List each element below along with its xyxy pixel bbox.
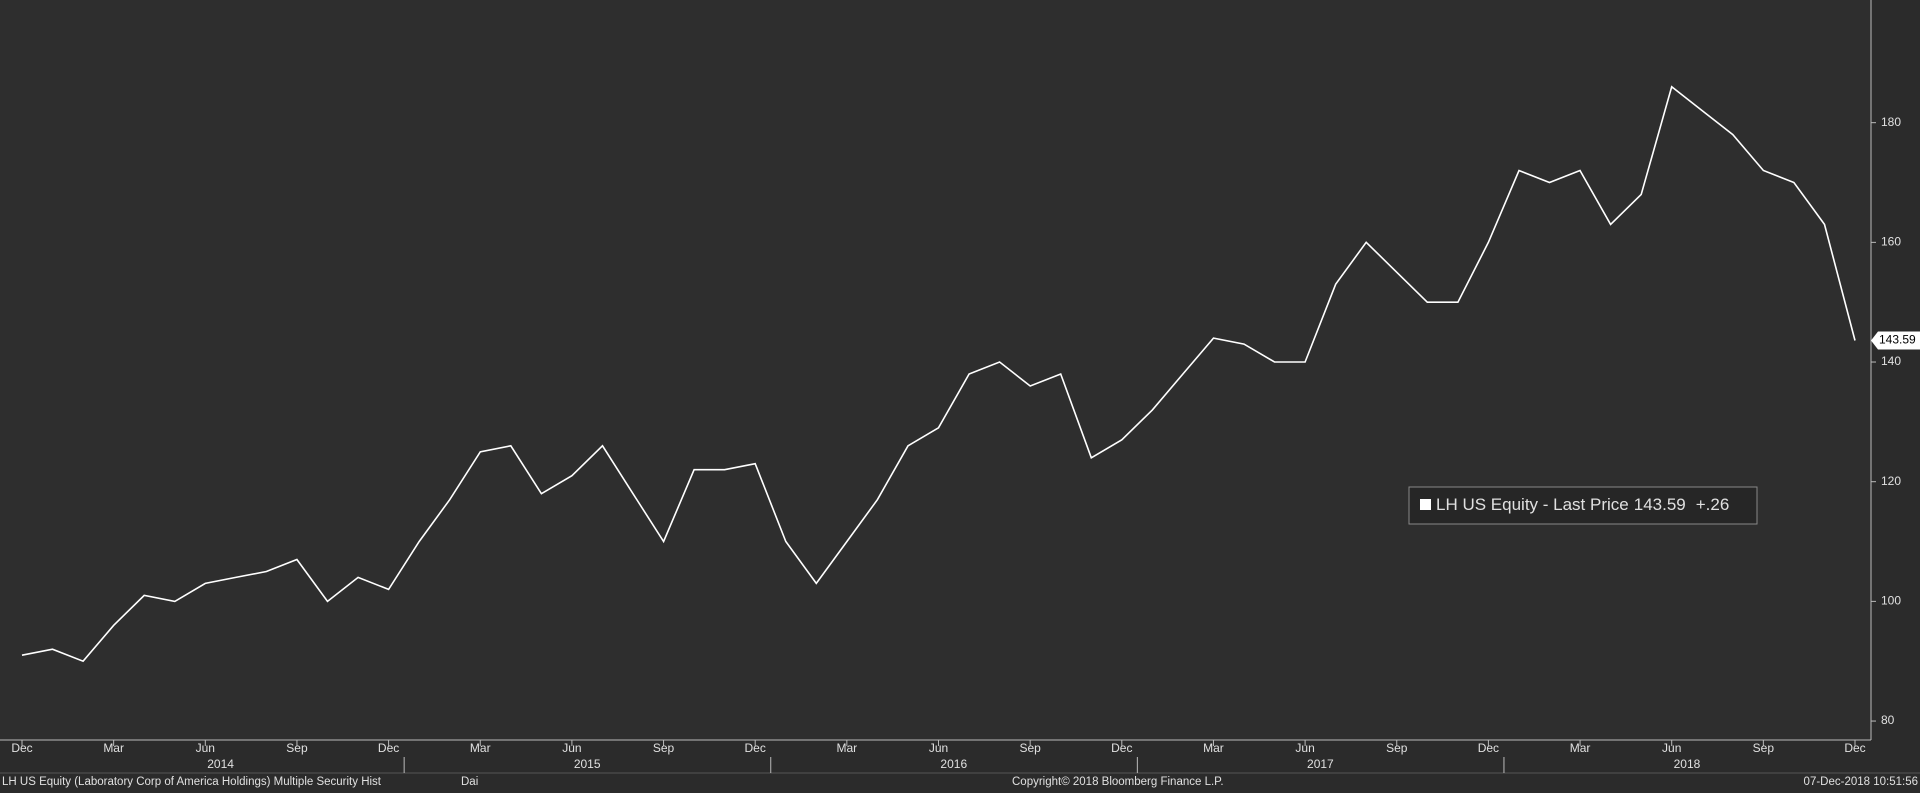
y-tick-label: 140 (1881, 354, 1901, 368)
x-tick-label: Jun (1295, 741, 1314, 755)
plot-area (0, 0, 1871, 740)
legend-label: LH US Equity - Last Price 143.59 +.26 (1436, 495, 1729, 514)
price-line (21, 85, 1856, 663)
x-tick-label: Mar (837, 741, 858, 755)
y-tick-label: 120 (1881, 474, 1901, 488)
x-tick-label: Mar (1570, 741, 1591, 755)
x-tick-label: Sep (1753, 741, 1775, 755)
x-tick-label: Mar (470, 741, 491, 755)
year-label: 2014 (207, 757, 234, 771)
legend-box (1408, 486, 1758, 525)
x-tick-label: Sep (1386, 741, 1408, 755)
x-tick-label: Dec (1478, 741, 1499, 755)
y-tick-label: 180 (1881, 115, 1901, 129)
x-tick-label: Dec (378, 741, 399, 755)
footer-timestamp: 07-Dec-2018 10:51:56 (1804, 776, 1918, 788)
year-label: 2017 (1307, 757, 1334, 771)
year-label: 2018 (1674, 757, 1701, 771)
x-tick-label: Jun (1662, 741, 1681, 755)
x-tick-label: Jun (196, 741, 215, 755)
last-price-tag (1871, 331, 1920, 350)
legend-change: +.26 (1696, 495, 1730, 514)
footer-frequency: Dai (461, 776, 478, 788)
x-tick-label: Dec (745, 741, 766, 755)
year-label: 2016 (940, 757, 967, 771)
legend-name: LH US Equity - Last Price (1436, 495, 1629, 514)
year-label: 2015 (574, 757, 601, 771)
legend-last-value: 143.59 (1634, 495, 1686, 514)
last-price-label: 143.59 (1879, 333, 1916, 347)
x-tick-label: Dec (1111, 741, 1132, 755)
footer-source: LH US Equity (Laboratory Corp of America… (2, 776, 382, 788)
x-tick-label: Sep (286, 741, 308, 755)
y-tick-label: 100 (1881, 594, 1901, 608)
x-tick-label: Sep (1019, 741, 1041, 755)
x-tick-label: Jun (929, 741, 948, 755)
y-tick-label: 80 (1881, 713, 1895, 727)
footer-copyright: Copyright© 2018 Bloomberg Finance L.P. (1012, 776, 1224, 788)
legend-swatch (1420, 499, 1431, 510)
legend: LH US Equity - Last Price 143.59 +.26 (1408, 486, 1758, 525)
x-tick-label: Jun (562, 741, 581, 755)
x-tick-label: Dec (1844, 741, 1865, 755)
x-tick-label: Sep (653, 741, 675, 755)
x-tick-label: Mar (1203, 741, 1224, 755)
x-tick-label: Mar (103, 741, 124, 755)
x-tick-label: Dec (11, 741, 32, 755)
y-tick-label: 160 (1881, 235, 1901, 249)
